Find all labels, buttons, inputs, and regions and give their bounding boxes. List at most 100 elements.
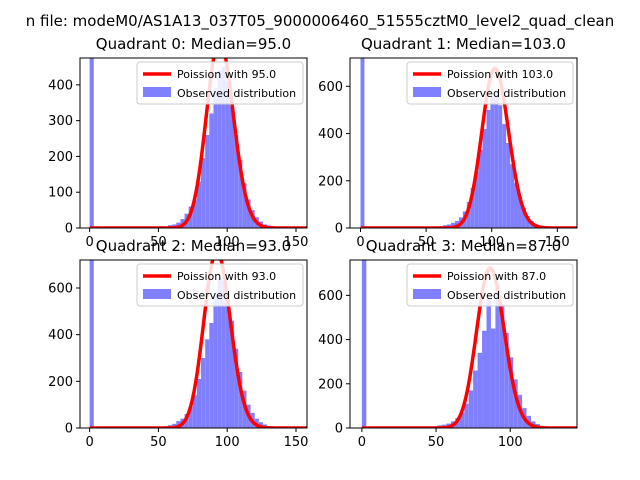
legend-box <box>406 61 574 105</box>
histogram-bar <box>229 320 235 428</box>
legend-label: Observed distribution <box>447 87 566 100</box>
histogram-bar <box>221 66 226 228</box>
histogram-bar <box>473 370 478 428</box>
x-tick-label: 0 <box>358 435 366 450</box>
x-tick-label: 150 <box>545 235 570 250</box>
histogram-bar <box>474 171 479 228</box>
x-tick-label: 50 <box>418 235 435 250</box>
x-tick-label: 50 <box>150 235 167 250</box>
y-tick-label: 200 <box>318 174 343 189</box>
legend-box <box>136 263 304 307</box>
legend: Poission with 103.0 Observed distribution <box>406 61 574 105</box>
histogram-bar <box>201 358 206 428</box>
histogram-bar <box>205 134 210 228</box>
y-tick-label: 600 <box>318 80 343 95</box>
y-tick-label: 100 <box>48 186 73 201</box>
poisson-curve <box>360 66 577 228</box>
legend: Poission with 93.0 Observed distribution <box>136 263 304 307</box>
histogram-bar <box>196 379 202 428</box>
legend-bar-swatch <box>143 289 171 299</box>
legend-label: Observed distribution <box>447 289 566 302</box>
histogram-bar <box>482 128 487 228</box>
histogram-bar <box>209 323 214 428</box>
histogram-bar <box>192 395 197 428</box>
x-tick-label: 50 <box>150 435 167 450</box>
x-tick-label: 150 <box>284 435 309 450</box>
histogram-bar <box>504 332 509 428</box>
histogram-bar <box>490 328 496 428</box>
figure-title: n file: modeM0/AS1A13_037T05_9000006460_… <box>26 12 615 31</box>
histogram-bar <box>521 207 526 228</box>
legend: Poission with 95.0 Observed distribution <box>136 61 304 105</box>
histogram-bar <box>486 109 491 228</box>
x-tick-label: 50 <box>428 435 445 450</box>
histogram-bar <box>196 181 202 228</box>
legend: Poission with 87.0 Observed distribution <box>406 263 574 307</box>
legend-label: Poission with 95.0 <box>177 68 276 81</box>
y-tick-label: 400 <box>48 78 73 93</box>
y-tick-label: 0 <box>65 422 73 437</box>
legend-box <box>406 263 574 307</box>
histogram-bar <box>477 352 483 428</box>
histogram-bar <box>495 284 500 428</box>
histogram-bar <box>238 372 243 428</box>
histogram-bar <box>468 390 474 428</box>
histogram-bar <box>221 281 226 428</box>
histogram-bar <box>89 260 94 428</box>
subplot-title: Quadrant 2: Median=93.0 <box>96 237 291 255</box>
y-tick-label: 600 <box>48 282 73 297</box>
histogram-bar <box>470 187 475 228</box>
x-tick-label: 0 <box>356 235 364 250</box>
histogram-bar <box>201 158 206 228</box>
x-tick-label: 0 <box>85 235 93 250</box>
histogram-bar <box>464 403 469 428</box>
histogram-bar <box>498 105 503 228</box>
x-tick-label: 100 <box>498 435 523 450</box>
y-tick-label: 0 <box>335 222 343 237</box>
legend-bar-swatch <box>143 87 171 97</box>
axes-frame <box>79 259 308 429</box>
histogram-bar <box>502 124 507 228</box>
subplot-grid: 0 50 100 150 0 100 200 300 400 Quadrant 0: Median… <box>48 35 578 450</box>
x-tick-label: 0 <box>85 435 93 450</box>
histogram-bar <box>466 202 471 228</box>
histogram-bar <box>506 143 511 228</box>
axes-frame <box>349 57 578 229</box>
histogram-bar <box>242 183 247 228</box>
histogram-bar <box>490 95 495 228</box>
histogram-bar <box>486 297 491 428</box>
histogram-bar <box>494 91 499 228</box>
legend-box <box>136 61 304 105</box>
subplot-title: Quadrant 3: Median=87.0 <box>366 237 561 255</box>
subplot-title: Quadrant 1: Median=103.0 <box>361 35 566 53</box>
legend-label: Poission with 87.0 <box>447 270 546 283</box>
y-tick-label: 400 <box>48 328 73 343</box>
x-tick-label: 100 <box>479 235 504 250</box>
histogram-bar <box>360 58 365 228</box>
histogram-bar <box>188 407 193 428</box>
plot-area <box>361 260 577 428</box>
histogram-bar <box>225 290 230 428</box>
histogram-bar <box>246 199 251 228</box>
histogram-bar <box>234 134 239 228</box>
histogram-bar <box>513 379 518 428</box>
subplot-1: 0 50 100 150 0 200 400 600 Quadrant 1: Median=10… <box>318 35 578 250</box>
histogram-bar <box>217 278 222 428</box>
histogram-bar <box>361 260 367 428</box>
histogram-bar <box>205 339 210 428</box>
histogram-bar <box>525 216 530 228</box>
axes-frame <box>79 57 308 229</box>
histogram-bar <box>514 183 518 228</box>
y-tick-label: 400 <box>318 333 343 348</box>
histogram-bar <box>234 348 239 428</box>
x-tick-label: 100 <box>215 235 240 250</box>
y-tick-label: 0 <box>335 422 343 437</box>
x-tick-label: 150 <box>284 235 309 250</box>
y-tick-label: 200 <box>318 377 343 392</box>
histogram-bar <box>238 160 243 228</box>
subplot-title: Quadrant 0: Median=95.0 <box>96 35 291 53</box>
histogram-bar <box>508 357 514 428</box>
histogram-bar <box>517 197 522 228</box>
plot-area <box>360 58 577 228</box>
histogram-bar <box>225 81 230 228</box>
